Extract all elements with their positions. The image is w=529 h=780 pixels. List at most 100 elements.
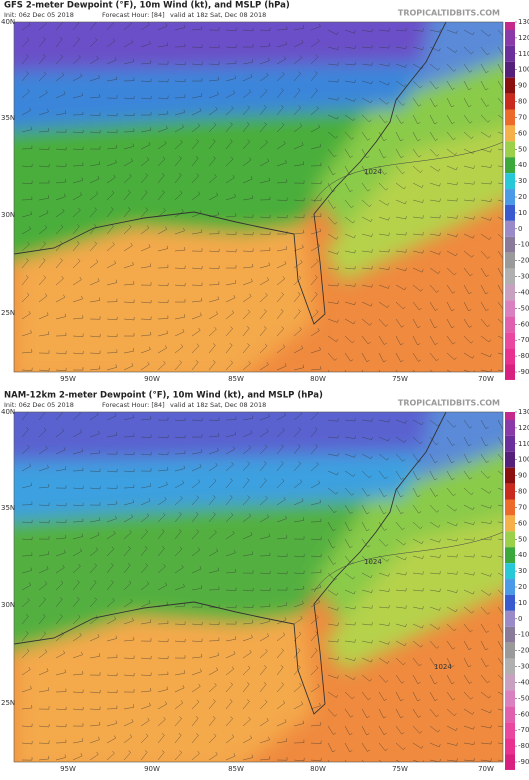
wind-barb (412, 742, 424, 749)
wind-barb (38, 536, 50, 540)
wind-barb (395, 131, 404, 142)
wind-barb (21, 501, 33, 506)
wind-barb (55, 485, 67, 489)
wind-barb (157, 95, 169, 99)
wind-barb (429, 588, 441, 592)
wind-barb (208, 529, 217, 540)
colorbar-swatch (505, 690, 515, 707)
colorbar-swatch (505, 706, 515, 723)
wind-barb (38, 180, 50, 184)
wind-barb (463, 198, 475, 202)
wind-barb (310, 243, 321, 252)
wind-barb (344, 318, 356, 325)
wind-barb (446, 165, 458, 171)
wind-barb (412, 708, 421, 718)
colorbar-swatch (505, 284, 515, 301)
wind-barb (140, 415, 152, 421)
wind-barb (259, 552, 271, 557)
wind-barb (276, 665, 284, 676)
wind-barb (89, 412, 99, 421)
wind-barb (429, 606, 441, 611)
wind-barb (21, 88, 30, 99)
wind-barb (429, 214, 441, 219)
wind-barb (21, 631, 29, 642)
wind-barb (395, 63, 407, 68)
wind-barb (327, 521, 336, 532)
wind-barb (208, 462, 218, 472)
wind-barb (72, 207, 81, 218)
wind-barb (38, 597, 47, 608)
lat-label: 35N (1, 504, 15, 512)
wind-barb (242, 445, 252, 455)
wind-barb (327, 504, 337, 514)
wind-barb (191, 638, 203, 642)
wind-barb (242, 122, 250, 133)
wind-barb (259, 292, 268, 303)
wind-barb (191, 210, 202, 218)
wind-barb (310, 71, 318, 82)
wind-barb (38, 163, 50, 168)
wind-barb (378, 538, 389, 547)
wind-barb (21, 258, 29, 269)
wind-barb (242, 309, 251, 320)
wind-barb (157, 61, 169, 65)
wind-barb (293, 55, 303, 65)
wind-barb (276, 412, 287, 421)
wind-barb (276, 140, 286, 150)
wind-barb (327, 79, 339, 83)
wind-barb (242, 682, 250, 693)
wind-barb (310, 23, 321, 31)
wind-barb (446, 742, 458, 746)
wind-barb (38, 502, 50, 506)
wind-barb (327, 318, 339, 323)
wind-barb (361, 572, 373, 579)
colorbar-label: -70 (518, 336, 529, 344)
wind-barb (276, 179, 288, 184)
wind-barb (174, 282, 186, 287)
wind-barb (21, 567, 32, 574)
wind-barb (429, 570, 441, 575)
wind-barb (242, 263, 254, 269)
wind-barb (21, 463, 32, 472)
wind-barb (225, 360, 234, 371)
wind-barb (123, 58, 135, 65)
wind-barb (276, 260, 287, 269)
wind-barb (38, 195, 50, 201)
wind-barb (72, 518, 84, 523)
wind-barb (191, 282, 203, 286)
wind-barb (89, 597, 98, 608)
wind-barb (327, 435, 339, 439)
wind-barb (174, 655, 186, 659)
wind-barb (89, 278, 100, 286)
wind-barb (327, 418, 339, 422)
wind-barb (344, 639, 356, 643)
wind-barb (378, 504, 387, 515)
wind-barb (157, 173, 165, 184)
wind-barb (72, 580, 80, 591)
wind-barb (72, 502, 84, 507)
wind-barb (361, 742, 370, 752)
wind-barb (242, 495, 251, 506)
wind-barb (208, 343, 216, 354)
wind-barb (225, 231, 237, 235)
wind-barb (497, 538, 503, 540)
wind-barb (191, 297, 203, 303)
wind-barb (412, 284, 423, 292)
wind-barb (140, 733, 149, 744)
colorbar-swatch (505, 594, 515, 611)
wind-barb (463, 267, 473, 277)
wind-barb (378, 182, 389, 191)
wind-barb (310, 180, 322, 185)
wind-barb (259, 214, 271, 219)
wind-barb (361, 352, 370, 363)
wind-barb (446, 554, 458, 558)
wind-barb (140, 468, 152, 472)
wind-barb (208, 122, 217, 133)
wind-barb (123, 39, 134, 48)
wind-barb (72, 315, 84, 320)
wind-barb (55, 146, 67, 151)
wind-barb (259, 72, 269, 82)
wind-barb (157, 282, 169, 287)
wind-barb (276, 26, 288, 31)
wind-barb (446, 131, 456, 141)
